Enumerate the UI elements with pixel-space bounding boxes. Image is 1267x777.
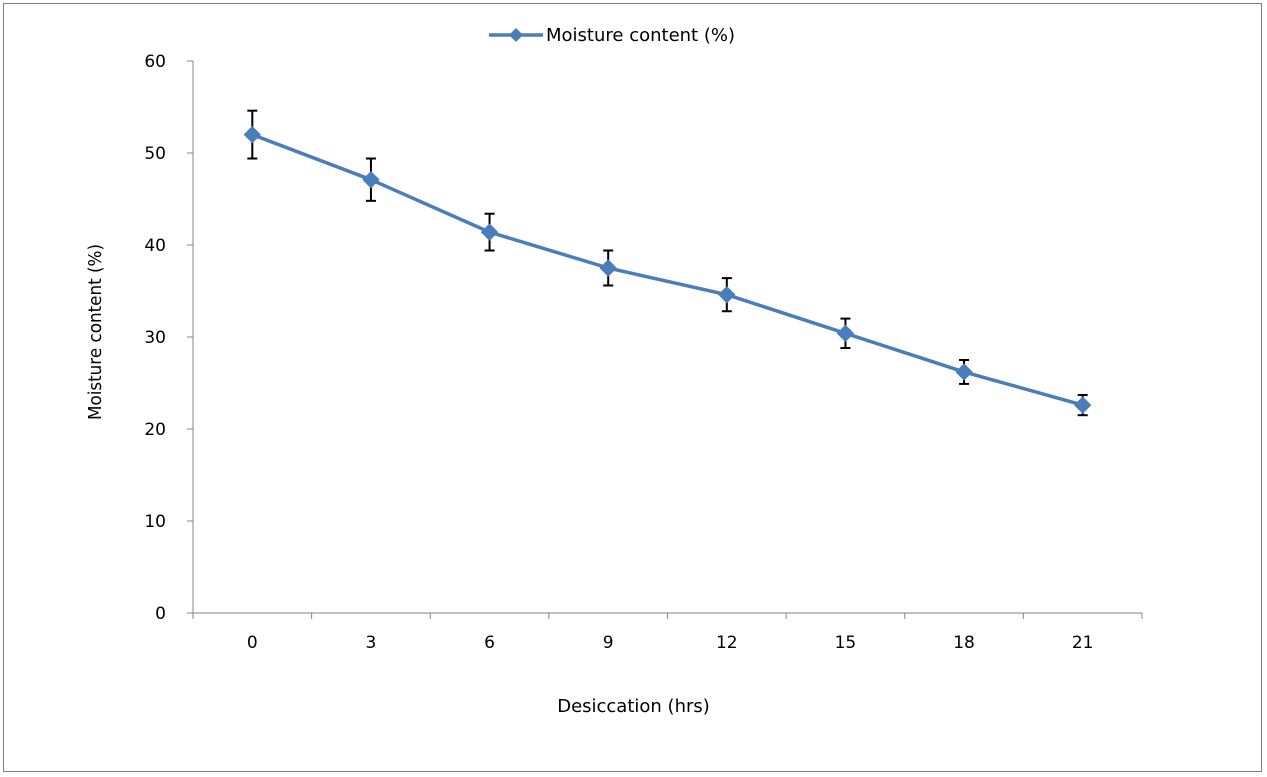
line-chart: 0 10 20 30 40 50 60 0 3 6 9 12 15 18 21 Desiccation (hr…: [85, 25, 1143, 717]
y-axis-title: Moisture content (%): [85, 244, 106, 420]
data-point: [955, 363, 973, 381]
y-tick-label: 0: [155, 604, 166, 624]
x-tick-label: 15: [835, 633, 857, 653]
data-point: [362, 170, 380, 189]
x-tick-label: 9: [603, 633, 614, 653]
series-line: [251, 132, 1084, 407]
data-point: [1073, 396, 1092, 414]
y-tick-label: 20: [144, 420, 166, 440]
chart-frame: 0 10 20 30 40 50 60 0 3 6 9 12 15 18 21 Desiccation (hr…: [3, 3, 1262, 772]
data-point: [480, 223, 499, 241]
y-tick-label: 50: [144, 144, 166, 164]
legend-marker: [509, 28, 523, 42]
x-tick-label: 6: [484, 633, 495, 653]
y-tick-label: 40: [144, 236, 166, 256]
x-tick-label: 3: [366, 633, 377, 653]
data-point: [599, 259, 617, 277]
y-tick-label: 10: [144, 512, 166, 532]
x-tick-label: 18: [953, 633, 975, 653]
data-point: [836, 324, 855, 343]
data-point: [243, 125, 262, 144]
x-tick-label: 0: [247, 633, 258, 653]
x-axis-title: Desiccation (hrs): [557, 696, 710, 717]
legend-label: Moisture content (%): [546, 25, 735, 46]
y-tick-label: 60: [144, 52, 166, 72]
x-tick-label: 12: [716, 633, 738, 653]
x-tick-label: 21: [1072, 633, 1094, 653]
y-tick-label: 30: [144, 328, 166, 348]
data-point: [718, 285, 736, 304]
